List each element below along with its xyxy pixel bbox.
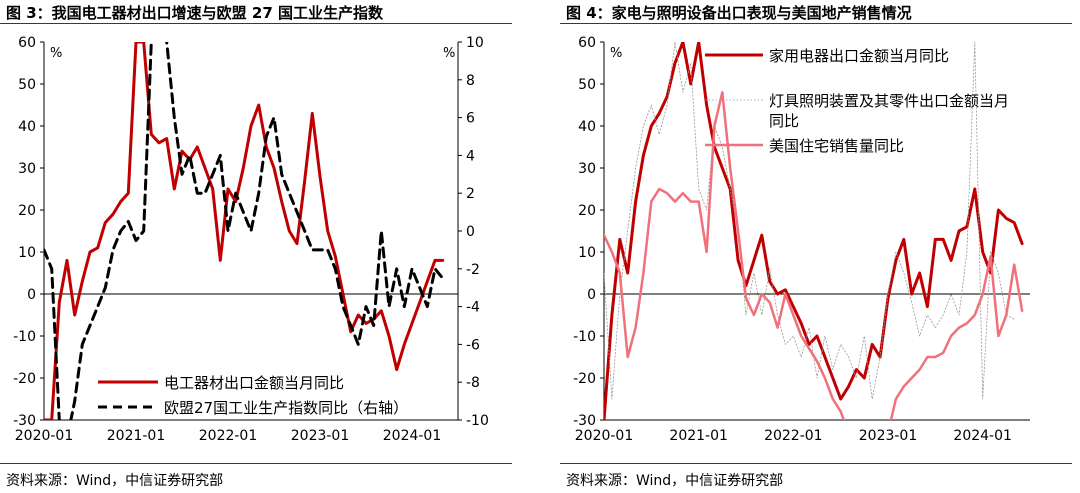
y-tick-label-right: 8 — [466, 73, 475, 89]
y-tick-label-left: 60 — [18, 35, 36, 51]
y-tick-label-left: 0 — [587, 287, 596, 303]
y-tick-label-left: 30 — [578, 161, 596, 177]
y-tick-label-left: 50 — [578, 77, 596, 93]
y-tick-label-right: 10 — [466, 35, 484, 51]
y-tick-label-left: 20 — [18, 203, 36, 219]
y-tick-label-left: -10 — [13, 329, 36, 345]
figure-4-title-rule — [560, 23, 1072, 24]
figure-3-chart: -30-20-100102030405060%-10-8-6-4-2024681… — [13, 35, 489, 444]
y-tick-label-right: -6 — [466, 337, 480, 353]
legend-label-line: 家用电器出口金额当月同比 — [769, 47, 949, 65]
y-tick-label-right: 2 — [466, 186, 475, 202]
legend-label-line: 美国住宅销售量同比 — [769, 137, 904, 155]
series-group — [44, 42, 445, 420]
y-tick-label-right: 0 — [466, 224, 475, 240]
series-line-1 — [604, 42, 1024, 420]
x-tick-label: 2022-01 — [764, 428, 823, 444]
y-tick-label-left: 50 — [18, 77, 36, 93]
y-tick-label-left: 30 — [18, 161, 36, 177]
figure-3-title-rule — [0, 23, 512, 24]
y-tick-label-right: -2 — [466, 262, 480, 278]
legend-label-2: 欧盟27国工业生产指数同比（右轴） — [164, 399, 408, 417]
y-tick-label-left: -10 — [573, 329, 596, 345]
figure-3-source-rule — [0, 463, 512, 464]
y-tick-label-right: -10 — [466, 413, 489, 429]
x-tick-label: 2024-01 — [953, 428, 1012, 444]
y-tick-label-right: -4 — [466, 300, 480, 316]
y-tick-label-right: -8 — [466, 375, 480, 391]
x-tick-label: 2022-01 — [199, 428, 258, 444]
legend-label-1: 电工器材出口金额当月同比 — [164, 374, 344, 392]
y-tick-label-left: 10 — [578, 245, 596, 261]
x-tick-label: 2020-01 — [575, 428, 634, 444]
figure-4-source-rule — [560, 463, 1072, 464]
y-tick-label-left: -20 — [573, 371, 596, 387]
y-tick-label-left: 20 — [578, 203, 596, 219]
y-tick-label-right: 4 — [466, 148, 475, 164]
x-tick-label: 2023-01 — [291, 428, 350, 444]
y-axis-unit-left: % — [50, 46, 62, 61]
figure-3-panel: 图 3：我国电工器材出口增速与欧盟 27 国工业生产指数 -30 -20 -10 0 1… — [0, 0, 520, 493]
figure-3-source: 资料来源：Wind，中信证券研究部 — [6, 473, 224, 489]
figure-4-source: 资料来源：Wind，中信证券研究部 — [566, 473, 784, 489]
figure-4-chart: -30 -20 -10 0 10 20 30 40 50 60% 2020-01 2021-01 202… — [573, 35, 1030, 444]
series-line-3 — [604, 91, 1024, 420]
legend-label-3: 美国住宅销售量同比 — [769, 137, 904, 155]
y-tick-label-left: 0 — [27, 287, 36, 303]
x-tick-label: 2021-01 — [669, 428, 728, 444]
series-line-2 — [44, 42, 445, 420]
figure-4-panel: 图 4：家电与照明设备出口表现与美国地产销售情况 -30 -20 -10 0 10 20 3… — [560, 0, 1080, 493]
y-tick-label-left: 10 — [18, 245, 36, 261]
y-tick-label-left: -20 — [13, 371, 36, 387]
legend-label-2: 灯具照明装置及其零件出口金额当月同比 — [769, 92, 1009, 130]
x-tick-label: 2021-01 — [107, 428, 166, 444]
series-line-1 — [44, 42, 445, 420]
legend-label-line: 电工器材出口金额当月同比 — [164, 374, 344, 392]
y-tick-label-left: 40 — [578, 119, 596, 135]
y-tick-label-left: -30 — [573, 413, 596, 429]
y-axis-unit-left: % — [610, 46, 622, 61]
legend-label-1: 家用电器出口金额当月同比 — [769, 47, 949, 65]
series-line-2 — [604, 42, 1015, 400]
figure-3-title: 图 3：我国电工器材出口增速与欧盟 27 国工业生产指数 — [6, 4, 383, 22]
y-tick-label-right: 6 — [466, 111, 475, 127]
figure-4-title: 图 4：家电与照明设备出口表现与美国地产销售情况 — [566, 4, 912, 22]
y-tick-label-left: 60 — [578, 35, 596, 51]
x-tick-label: 2024-01 — [383, 428, 442, 444]
legend-label-line: 灯具照明装置及其零件出口金额当月 — [769, 92, 1009, 110]
legend-label-line: 欧盟27国工业生产指数同比（右轴） — [164, 399, 408, 417]
x-tick-label: 2020-01 — [15, 428, 74, 444]
legend-label-line: 同比 — [769, 112, 799, 130]
y-tick-label-left: -30 — [13, 413, 36, 429]
x-tick-label: 2023-01 — [859, 428, 918, 444]
y-tick-label-left: 40 — [18, 119, 36, 135]
series-group — [604, 42, 1024, 420]
y-axis-unit-right: % — [443, 46, 455, 61]
